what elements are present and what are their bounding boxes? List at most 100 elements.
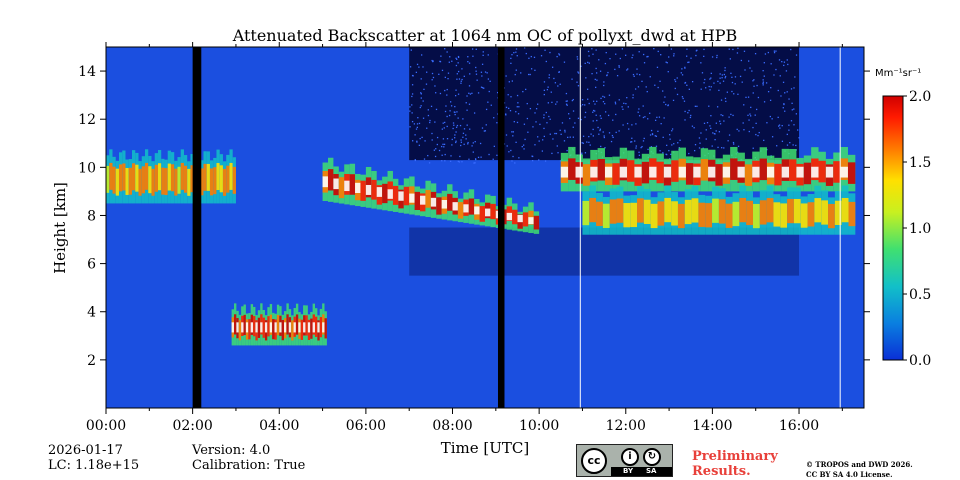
cloud-core-cell <box>238 320 242 341</box>
noise-speck <box>558 54 561 56</box>
noise-speck <box>434 121 436 123</box>
noise-speck <box>791 109 793 111</box>
noise-speck <box>655 135 658 137</box>
noise-speck <box>548 77 550 79</box>
noise-speck <box>441 145 443 148</box>
noise-speck <box>443 143 446 145</box>
noise-speck <box>538 140 540 142</box>
cloud-core-cell <box>774 163 782 186</box>
noise-speck <box>468 103 471 105</box>
noise-speck <box>416 140 418 142</box>
noise-speck <box>484 130 487 132</box>
noise-speck <box>475 70 477 72</box>
cloud-saturated-cell <box>344 180 350 192</box>
noise-speck <box>731 81 734 84</box>
noise-speck <box>549 133 551 135</box>
noise-speck <box>531 160 534 162</box>
noise-speck <box>631 124 633 126</box>
noise-speck <box>488 153 490 156</box>
noise-speck <box>416 141 418 143</box>
noise-speck <box>534 112 536 114</box>
cloud-saturated-cell <box>365 184 372 195</box>
noise-speck <box>650 129 653 132</box>
noise-speck <box>725 100 727 103</box>
noise-speck <box>710 127 712 130</box>
noise-speck <box>651 133 654 136</box>
cloud-core-cell <box>115 168 119 196</box>
cloud-core-cell <box>200 168 204 196</box>
noise-speck <box>782 81 785 83</box>
noise-speck <box>537 136 539 138</box>
noise-speck <box>446 125 448 128</box>
noise-speck <box>533 56 536 59</box>
cloud-core-cell <box>144 162 149 190</box>
noise-speck <box>733 93 735 95</box>
noise-speck <box>516 121 519 124</box>
noise-speck <box>543 114 545 116</box>
noise-speck <box>520 72 522 74</box>
noise-speck <box>793 124 795 126</box>
noise-speck <box>638 154 641 156</box>
cc-license-badge: cc i ↻ BY SA <box>576 444 673 477</box>
noise-speck <box>599 115 602 117</box>
noise-speck <box>638 108 640 110</box>
cloud-core-cell <box>161 167 165 195</box>
cloud-core-cell <box>780 203 788 228</box>
noise-speck <box>411 95 413 98</box>
noise-speck <box>653 47 655 50</box>
cloud-saturated-cell <box>241 322 244 333</box>
noise-speck <box>458 161 461 163</box>
noise-speck <box>543 93 545 96</box>
noise-speck <box>781 124 783 127</box>
noise-speck <box>755 108 758 111</box>
noise-speck <box>787 63 789 66</box>
noise-speck <box>582 135 585 137</box>
noise-speck <box>631 137 633 139</box>
noise-speck <box>482 54 484 57</box>
noise-speck <box>422 117 425 119</box>
noise-speck <box>666 144 668 147</box>
noise-speck <box>568 113 570 115</box>
noise-speck <box>737 151 739 153</box>
noise-speck <box>670 48 673 50</box>
noise-speck <box>656 66 659 68</box>
cloud-saturated-cell <box>825 166 834 178</box>
noise-speck <box>776 145 778 147</box>
noise-speck <box>419 137 421 140</box>
noise-speck <box>603 81 605 83</box>
noise-speck <box>552 138 554 140</box>
noise-speck <box>458 78 461 80</box>
noise-speck <box>726 91 729 93</box>
noise-speck <box>753 79 755 81</box>
noise-speck <box>595 49 597 51</box>
noise-speck <box>691 125 694 127</box>
noise-speck <box>466 95 468 97</box>
noise-speck <box>752 80 754 82</box>
noise-speck <box>441 154 443 156</box>
noise-speck <box>449 160 452 162</box>
noise-speck <box>752 92 754 94</box>
noise-speck <box>795 113 798 115</box>
cloud-core-cell <box>847 162 856 184</box>
cloud-layer-early-cirrus <box>106 149 236 204</box>
noise-speck <box>409 126 411 128</box>
colorbar-tick-label: 1.5 <box>909 155 931 171</box>
noise-speck <box>636 68 638 70</box>
noise-speck <box>595 67 597 70</box>
noise-speck <box>489 80 491 82</box>
noise-speck <box>727 140 729 142</box>
noise-speck <box>702 147 704 149</box>
noise-speck <box>716 54 718 57</box>
noise-speck <box>615 113 617 116</box>
noise-speck <box>634 140 636 142</box>
noise-speck <box>642 116 645 119</box>
noise-speck <box>676 77 678 79</box>
noise-speck <box>514 162 516 164</box>
noise-speck <box>773 74 775 76</box>
noise-speck <box>734 83 736 85</box>
noise-speck <box>585 77 587 79</box>
noise-speck <box>460 82 462 84</box>
noise-speck <box>532 126 534 128</box>
noise-speck <box>668 134 671 136</box>
noise-speck <box>743 104 745 106</box>
